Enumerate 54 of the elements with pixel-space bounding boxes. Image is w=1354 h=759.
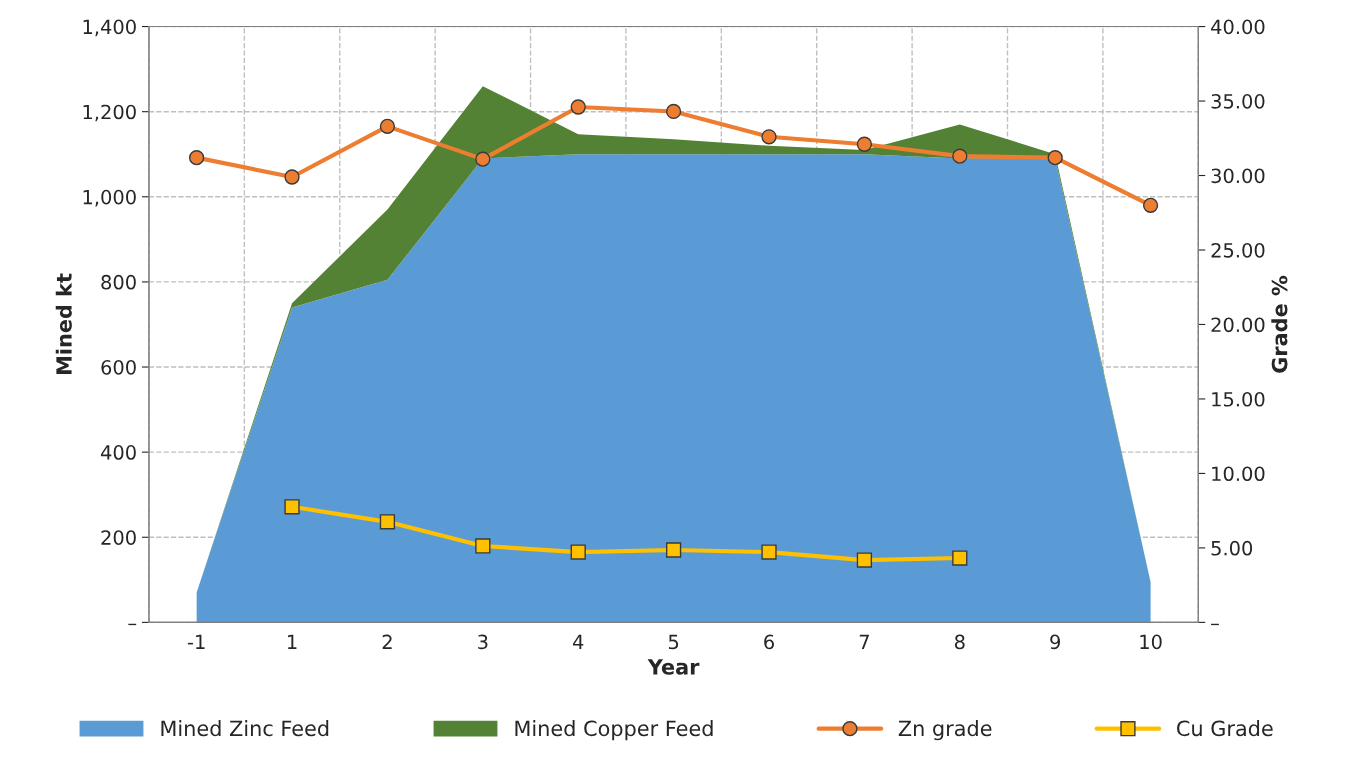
point <box>665 542 682 558</box>
y-tick-label: 1,200 <box>83 104 136 122</box>
y2-tick-label: 20.00 <box>1211 317 1265 333</box>
y-tick-label: – <box>128 623 137 626</box>
point <box>952 148 968 164</box>
y2-tick-label: 10.00 <box>1212 466 1265 482</box>
point <box>284 499 300 515</box>
point <box>856 552 873 568</box>
point <box>379 514 396 530</box>
point <box>952 550 968 566</box>
y2-tick-label: 30.00 <box>1211 168 1265 184</box>
x-tick-label: 10 <box>1140 634 1162 650</box>
y-tick-label: 1,400 <box>83 19 136 37</box>
y-tick-label: 1,000 <box>83 189 136 207</box>
x-tick-label: 2 <box>382 634 392 649</box>
point <box>761 544 777 560</box>
legend-label: Zn grade <box>898 720 992 741</box>
point <box>761 129 777 145</box>
legend-label: Mined Copper Feed <box>515 720 713 741</box>
y-tick-label: 600 <box>101 359 136 375</box>
x-tick-label: 1 <box>287 634 297 649</box>
x-tick-label: 3 <box>478 634 488 650</box>
y-tick-label: 200 <box>101 530 136 545</box>
x-tick-label: 8 <box>954 634 965 650</box>
point <box>188 150 205 166</box>
y2-tick-label: 25.00 <box>1211 242 1265 258</box>
x-tick-label: 4 <box>572 634 584 649</box>
point <box>475 538 491 554</box>
x-tick-label: 6 <box>764 634 774 650</box>
y2-tick-label: – <box>1211 623 1219 626</box>
point <box>570 544 586 560</box>
legend-label: Mined Zinc Feed <box>161 720 329 737</box>
legend-label: Cu Grade <box>1177 720 1273 737</box>
y2-tick-label: 5.00 <box>1211 540 1253 556</box>
point <box>856 136 873 152</box>
point <box>1142 197 1159 213</box>
point <box>665 103 682 120</box>
x-tick-label: 9 <box>1050 634 1061 650</box>
y-tick-label: 400 <box>100 445 136 460</box>
point <box>475 151 491 167</box>
y2-tick-label: 40.00 <box>1211 19 1265 35</box>
point <box>1047 150 1063 166</box>
y-tick-label: 800 <box>101 274 136 290</box>
point <box>284 169 300 185</box>
x-axis-title: Year <box>647 659 700 675</box>
x-tick-label: 5 <box>668 634 679 650</box>
y2-tick-label: 15.00 <box>1212 391 1265 407</box>
point <box>570 99 586 115</box>
y-axis-title: Mined kt <box>55 273 72 374</box>
x-tick-label: -1 <box>187 634 205 649</box>
y2-axis-title: Grade % <box>1271 275 1288 373</box>
y2-tick-label: 35.00 <box>1211 94 1265 109</box>
x-tick-label: 7 <box>859 634 869 649</box>
point <box>379 118 396 135</box>
